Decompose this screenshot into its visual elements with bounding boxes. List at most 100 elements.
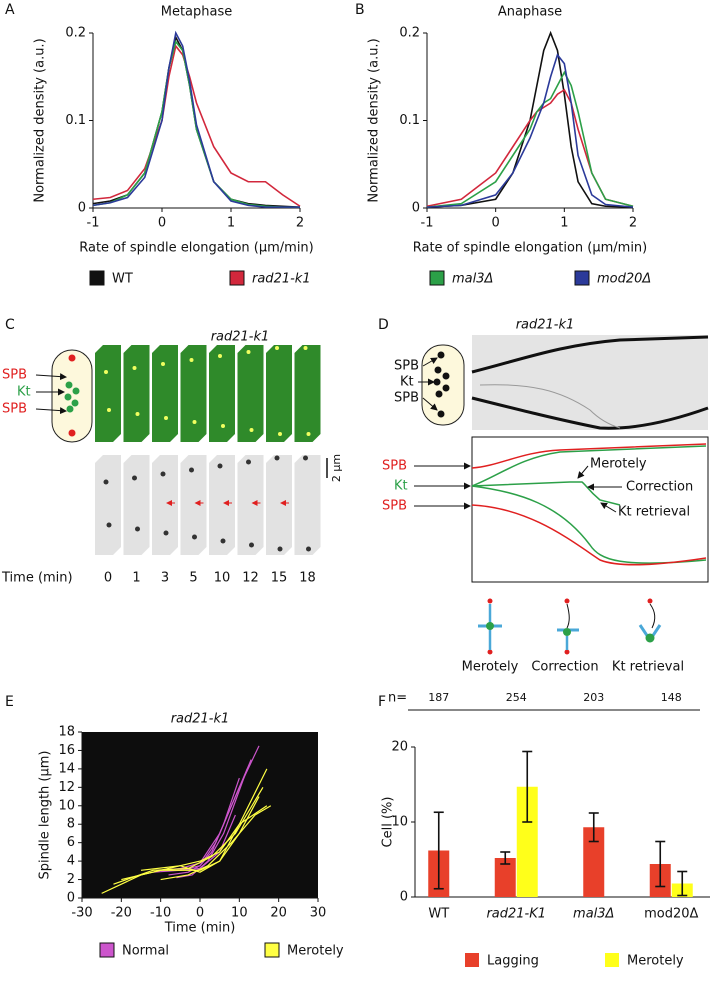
spb-spot	[306, 546, 311, 552]
spb-spot	[106, 522, 112, 528]
y-tick-label: 0	[78, 201, 86, 216]
grayscale-frame	[152, 455, 178, 555]
diagram-label: SPB	[382, 459, 407, 474]
chart-title: rad21-k1	[171, 712, 230, 727]
y-tick-label: 10	[58, 798, 75, 813]
spb-spot	[160, 471, 166, 477]
spb-spot	[189, 467, 194, 473]
arrow	[422, 397, 438, 411]
grayscale-frame	[180, 455, 207, 555]
legend-label: Normal	[122, 944, 169, 959]
chart-title: Anaphase	[498, 5, 562, 20]
spb-spot	[132, 475, 137, 481]
y-tick-label: 0	[400, 890, 408, 905]
x-tick-label: 1	[227, 216, 235, 231]
panel-title: rad21-k1	[211, 330, 270, 345]
plot-background	[82, 732, 318, 898]
spb-spot	[164, 416, 168, 420]
spb-spot	[132, 366, 137, 370]
annotation: Kt retrieval	[618, 505, 690, 520]
legend-label: rad21-k1	[252, 272, 311, 287]
spb-spot	[303, 455, 308, 461]
legend-label: Merotely	[287, 944, 344, 959]
spb-spot	[192, 420, 197, 424]
kt-cluster	[64, 381, 80, 413]
fluorescence-frame	[237, 345, 264, 442]
y-tick-label: 0.1	[399, 113, 420, 128]
panel-letter: D	[378, 317, 389, 333]
cell-diagram	[51, 349, 93, 443]
time-value: 1	[132, 571, 140, 586]
scale-label: 2 μm	[330, 454, 343, 482]
icon-label: Kt retrieval	[612, 660, 684, 675]
time-value: 5	[189, 571, 197, 586]
legend-label: mod20Δ	[597, 272, 651, 287]
spb-spot	[249, 428, 254, 432]
schematic-line	[471, 445, 707, 487]
y-tick-label: 0	[412, 201, 420, 216]
y-tick-label: 2	[67, 872, 75, 887]
kymo-trace	[479, 384, 621, 429]
legend-swatch	[465, 953, 479, 967]
schematic-line	[471, 485, 707, 564]
spb-spot	[135, 526, 140, 532]
panel-letter: E	[5, 694, 14, 710]
error-bar	[588, 812, 599, 843]
spb-spot	[306, 432, 311, 436]
legend-label: Merotely	[627, 954, 684, 969]
x-tick-label: -10	[150, 906, 171, 921]
spb-spot	[275, 346, 279, 350]
panel-letter: B	[355, 2, 365, 18]
x-tick-label: mal3Δ	[573, 907, 614, 922]
label-spb: SPB	[2, 402, 27, 417]
x-tick-label: 20	[270, 906, 287, 921]
x-tick-label: 0	[492, 216, 500, 231]
panel-title: rad21-k1	[516, 318, 575, 333]
bar	[494, 858, 516, 897]
icon-label: Merotely	[462, 660, 519, 675]
spb-dot	[68, 429, 76, 437]
y-tick-label: 18	[58, 725, 75, 740]
grayscale-frame	[209, 455, 235, 555]
grayscale-frame	[237, 455, 264, 555]
data-line	[176, 768, 248, 879]
grayscale-frame	[123, 455, 150, 555]
time-value: 3	[161, 571, 169, 586]
n-value: 187	[428, 691, 449, 704]
y-axis-label: Normalized density (a.u.)	[33, 38, 48, 202]
time-value: 10	[214, 571, 231, 586]
annotation: Merotely	[590, 457, 647, 472]
schematic-line	[471, 443, 707, 469]
kt-cluster	[433, 351, 450, 418]
y-tick-label: 0.2	[399, 26, 420, 41]
label-spb: SPB	[2, 368, 27, 383]
y-tick-label: 0	[67, 891, 75, 906]
label-kt: Kt	[17, 385, 31, 400]
fluorescence-frame	[180, 345, 207, 442]
kymograph	[472, 335, 708, 430]
time-value: 18	[299, 571, 316, 586]
n-label: n=	[388, 691, 407, 706]
legend-swatch	[229, 270, 245, 286]
spb-spot	[221, 424, 225, 428]
kymo-trace	[471, 335, 709, 374]
x-tick-label: 0	[158, 216, 166, 231]
arrow	[577, 465, 589, 479]
panel-letter: A	[5, 2, 15, 18]
fluorescence-frame	[294, 345, 321, 442]
error-bar	[655, 840, 666, 888]
schematic-line	[471, 504, 707, 566]
x-tick-label: -30	[71, 906, 92, 921]
kymo-label: Kt	[400, 375, 414, 390]
spb-spot	[218, 354, 222, 358]
x-axis-label: Rate of spindle elongation (μm/min)	[413, 241, 648, 256]
time-value: 0	[104, 571, 112, 586]
error-bar	[677, 870, 688, 897]
x-tick-label: -20	[111, 906, 132, 921]
n-value: 203	[583, 691, 604, 704]
data-line	[121, 796, 260, 881]
panel-d: D rad21-k1 SPB Kt SPB SPB Kt SPB Merotel…	[378, 317, 709, 675]
y-tick-label: 10	[391, 815, 408, 830]
